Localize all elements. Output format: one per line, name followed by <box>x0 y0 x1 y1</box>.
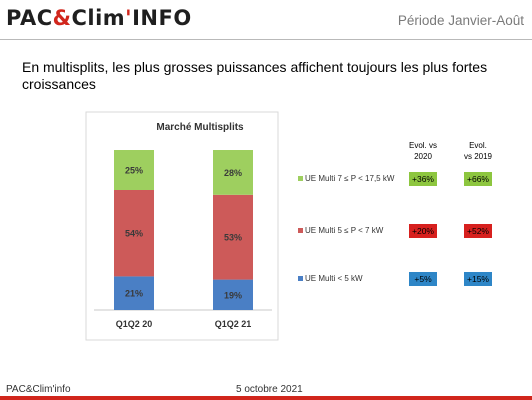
bar-group: 21% 54% 25% 19% 53% 28% <box>114 150 253 310</box>
evol-badge-3-vs2020 <box>409 272 437 286</box>
bar-1-segment-3 <box>114 150 154 190</box>
bar-1-segment-1 <box>114 276 154 310</box>
legend-swatch-1 <box>298 176 303 181</box>
evol-header-2-line1: Evol. <box>469 141 487 150</box>
bar-2-segment-1 <box>213 279 253 310</box>
logo-text-info: INFO <box>132 6 192 30</box>
logo-text-pac: PAC <box>6 6 53 30</box>
footer-source: PAC&Clim'info <box>6 384 71 395</box>
evol-header-2-line2: vs 2019 <box>464 152 493 161</box>
chart-title: Marché Multisplits <box>156 122 244 133</box>
legend-label-2: UE Multi 5 ≤ P < 7 kW <box>305 226 384 235</box>
logo: PAC & Clim ' INFO <box>6 6 192 34</box>
evolution-table: Evol. vs 2020 Evol. vs 2019 +36% +66% +20% +52%… <box>409 141 493 286</box>
bar-2-segment-3 <box>213 150 253 195</box>
legend-swatch-3 <box>298 276 303 281</box>
x-tick-labels: Q1Q2 20 Q1Q2 21 <box>116 319 252 329</box>
evol-header-1-line1: Evol. vs <box>409 141 437 150</box>
bar-1-data-label-2: 54% <box>125 229 143 239</box>
footer-accent-bar <box>0 396 532 400</box>
legend-swatch-2 <box>298 228 303 233</box>
slide-headline: En multisplits, les plus grosses puissan… <box>22 59 488 92</box>
logo-apostrophe: ' <box>125 6 133 30</box>
bar-2-data-label-1: 19% <box>224 290 242 300</box>
bar-2-data-label-2: 53% <box>224 233 242 243</box>
evol-badge-2-vs2020 <box>409 224 437 238</box>
x-tick-label-2: Q1Q2 21 <box>215 319 252 329</box>
header-divider <box>0 39 532 40</box>
logo-ampersand: & <box>52 6 72 30</box>
bar-1-segment-2 <box>114 190 154 277</box>
evol-badge-1-vs2020 <box>409 172 437 186</box>
evol-header-1-line2: 2020 <box>414 152 432 161</box>
legend-label-3: UE Multi < 5 kW <box>305 274 363 283</box>
legend-label-1: UE Multi 7 ≤ P < 17,5 kW <box>305 174 395 183</box>
evol-badge-1-vs2019 <box>464 172 492 186</box>
bar-1-data-label-1: 21% <box>125 289 143 299</box>
evol-badge-3-vs2019 <box>464 272 492 286</box>
evol-value-1-vs2020: +36% <box>412 174 434 184</box>
evol-value-2-vs2020: +20% <box>412 226 434 236</box>
bar-2-data-label-3: 28% <box>224 168 242 178</box>
logo-text-clim: Clim <box>71 6 126 30</box>
evol-value-3-vs2020: +5% <box>414 274 432 284</box>
bar-2-segment-2 <box>213 194 253 280</box>
evol-badge-2-vs2019 <box>464 224 492 238</box>
chart-area-border <box>85 111 279 341</box>
bar-1-data-label-3: 25% <box>125 166 143 176</box>
legend: UE Multi 7 ≤ P < 17,5 kW UE Multi 5 ≤ P <… <box>298 174 395 283</box>
evol-value-1-vs2019: +66% <box>467 174 489 184</box>
x-tick-label-1: Q1Q2 20 <box>116 319 153 329</box>
period-label: Période Janvier-Août <box>397 13 524 28</box>
evol-value-2-vs2019: +52% <box>467 226 489 236</box>
footer-date: 5 octobre 2021 <box>236 384 303 395</box>
evol-value-3-vs2019: +15% <box>467 274 489 284</box>
